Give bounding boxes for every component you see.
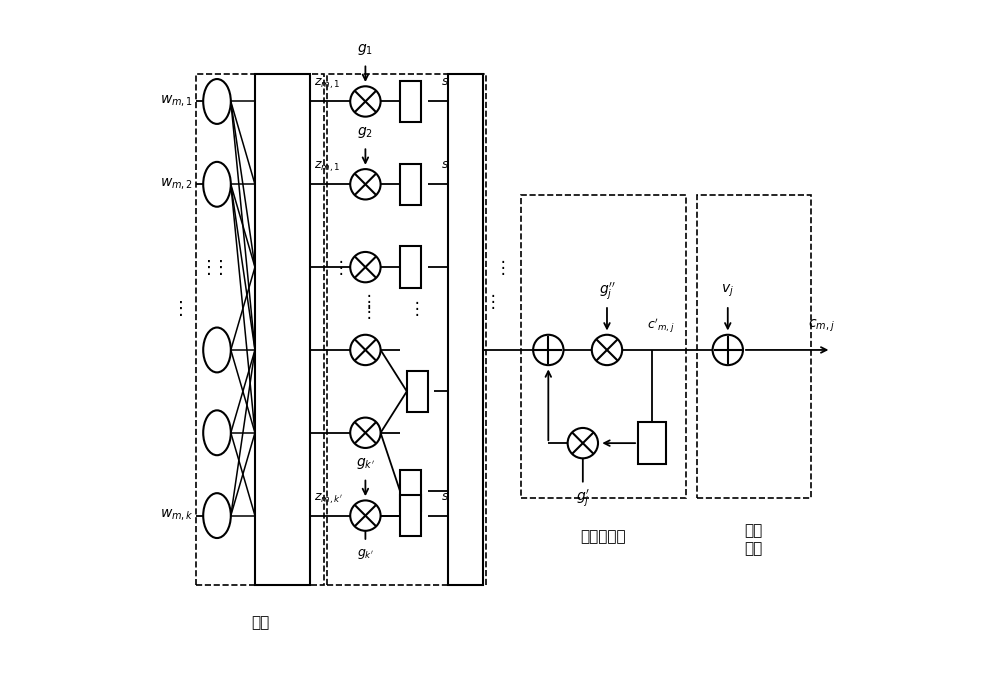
Text: 随机
降集: 随机 降集 [745,524,763,556]
Circle shape [713,335,743,365]
Text: $g_{k'}$: $g_{k'}$ [357,547,374,561]
Circle shape [350,418,381,448]
Bar [400,495,421,536]
Ellipse shape [203,328,231,372]
Ellipse shape [203,493,231,538]
Circle shape [568,428,598,458]
Text: $g_j''$: $g_j''$ [599,281,615,302]
Circle shape [592,335,622,365]
Text: 并
／
串
转
换
器: 并 ／ 串 转 换 器 [461,279,470,380]
Bar [521,195,686,498]
Bar [327,74,486,585]
Text: $z_{m,1}$: $z_{m,1}$ [314,160,340,174]
Bar [400,247,421,288]
Text: $s_{m,k'}$: $s_{m,k'}$ [441,491,470,506]
Text: $\vdots$: $\vdots$ [494,258,506,277]
Circle shape [350,169,381,200]
Text: 重复: 重复 [251,615,269,630]
Text: $v_j$: $v_j$ [721,283,734,299]
Bar [400,164,421,205]
Text: $\vdots$: $\vdots$ [360,302,371,322]
Text: $w_{m,1}$: $w_{m,1}$ [160,94,193,109]
Text: $\vdots$: $\vdots$ [199,258,211,277]
Text: $\vdots$: $\vdots$ [171,299,183,318]
Bar [448,74,483,585]
Text: $z_{m,k'}$: $z_{m,k'}$ [314,491,343,506]
Bar [255,74,310,585]
Text: $z_{m,1}$: $z_{m,1}$ [314,77,340,91]
Text: $\vdots$: $\vdots$ [211,258,223,277]
Text: $\vdots$: $\vdots$ [332,258,343,277]
Text: $\vdots$: $\vdots$ [408,299,419,318]
Bar [407,371,428,412]
Text: $s_{m,1}$: $s_{m,1}$ [441,77,468,91]
Circle shape [350,252,381,282]
Text: $g_2$: $g_2$ [357,125,373,140]
Text: $c_{m,j}$: $c_{m,j}$ [808,317,834,334]
Text: $s_{m,2}$: $s_{m,2}$ [441,160,467,174]
Text: $c'_{m,j}$: $c'_{m,j}$ [647,317,674,335]
Text: $g_{k'}$: $g_{k'}$ [356,456,375,471]
Text: $w_{m,k}$: $w_{m,k}$ [160,508,194,523]
Text: D: D [646,436,657,450]
Ellipse shape [203,162,231,207]
Text: $g_1$: $g_1$ [357,42,373,58]
Bar [400,81,421,122]
Circle shape [350,87,381,116]
Bar [196,74,324,585]
Bar [697,195,811,498]
Bar [400,470,421,511]
Circle shape [350,335,381,365]
Bar [638,423,666,464]
Circle shape [350,500,381,531]
Ellipse shape [203,79,231,124]
Text: 时变累加器: 时变累加器 [581,529,626,544]
Text: $g_j'$: $g_j'$ [576,488,590,509]
Text: $\vdots$: $\vdots$ [360,292,371,311]
Text: 随
机
交织
器: 随 机 交织 器 [273,296,292,363]
Circle shape [533,335,564,365]
Text: $\vdots$: $\vdots$ [484,292,495,311]
Text: $w_{m,2}$: $w_{m,2}$ [160,177,193,192]
Ellipse shape [203,410,231,455]
